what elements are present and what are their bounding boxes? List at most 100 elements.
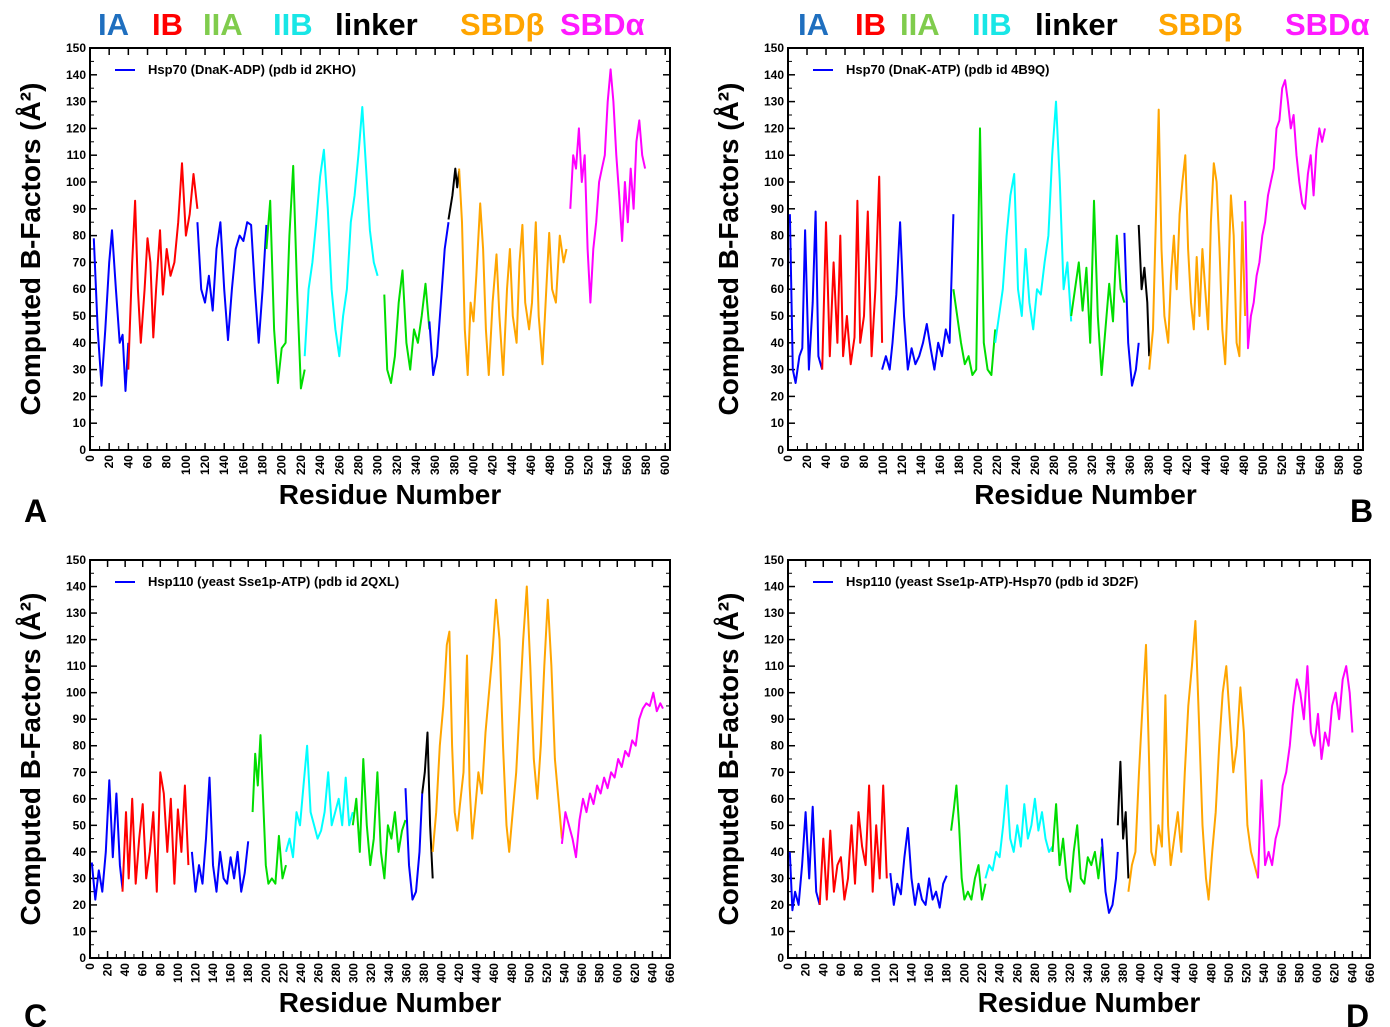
x-tick-label: 560 — [1275, 963, 1289, 983]
y-tick-label: 50 — [73, 309, 87, 323]
domain-label-0: IA — [798, 7, 829, 42]
x-tick-label: 100 — [179, 455, 193, 475]
x-tick-label: 120 — [895, 455, 909, 475]
domain-label-1: IB — [855, 7, 886, 42]
x-tick-label: 460 — [1218, 455, 1232, 475]
x-tick-label: 580 — [639, 455, 653, 475]
x-tick-label: 0 — [83, 455, 97, 462]
x-tick-label: 80 — [153, 963, 167, 977]
x-tick-label: 480 — [1204, 963, 1218, 983]
y-tick-label: 120 — [764, 633, 784, 647]
x-tick-label: 120 — [887, 963, 901, 983]
series-blue-0 — [92, 229, 130, 392]
x-tick-label: 160 — [236, 455, 250, 475]
x-tick-label: 220 — [276, 963, 290, 983]
y-tick-label: 140 — [764, 580, 784, 594]
legend-label: Hsp70 (DnaK-ADP) (pdb id 2KHO) — [148, 62, 356, 77]
domain-label-header-left: IA IB IIA IIB linker SBDβ SBDα — [98, 7, 645, 42]
x-tick-label: 620 — [628, 963, 642, 983]
series-green-5 — [351, 758, 407, 880]
y-tick-label: 10 — [73, 924, 87, 938]
series-orange-8 — [458, 168, 568, 376]
domain-label-6: SBDα — [1285, 7, 1370, 42]
y-tick-label: 150 — [66, 553, 86, 567]
series-magenta-9 — [1244, 79, 1326, 350]
x-tick-label: 200 — [259, 963, 273, 983]
y-tick-label: 40 — [73, 845, 87, 859]
x-tick-label: 20 — [101, 963, 115, 977]
x-tick-label: 220 — [294, 455, 308, 475]
x-tick-label: 380 — [417, 963, 431, 983]
y-tick-label: 100 — [66, 175, 86, 189]
x-tick-label: 500 — [562, 455, 576, 475]
series-black-7 — [447, 167, 461, 220]
x-tick-label: 140 — [914, 455, 928, 475]
x-tick-label: 340 — [382, 963, 396, 983]
series-black-7 — [421, 731, 434, 879]
y-tick-label: 90 — [73, 712, 87, 726]
x-tick-label: 100 — [876, 455, 890, 475]
series-blue-0 — [788, 210, 824, 384]
series-green-3 — [265, 164, 306, 390]
x-tick-label: 80 — [160, 455, 174, 469]
y-tick-label: 10 — [771, 416, 785, 430]
y-tick-label: 20 — [73, 898, 87, 912]
domain-label-6: SBDα — [560, 7, 645, 42]
x-tick-label: 340 — [409, 455, 423, 475]
y-tick-label: 20 — [771, 898, 785, 912]
x-tick-label: 240 — [313, 455, 327, 475]
y-tick-label: 80 — [771, 739, 785, 753]
x-tick-label: 120 — [188, 963, 202, 983]
y-tick-label: 80 — [73, 739, 87, 753]
x-tick-label: 20 — [799, 963, 813, 977]
x-tick-label: 420 — [452, 963, 466, 983]
panel-letter: D — [1346, 998, 1369, 1027]
y-tick-label: 30 — [73, 871, 87, 885]
x-tick-label: 640 — [645, 963, 659, 983]
x-tick-label: 380 — [1116, 963, 1130, 983]
x-tick-label: 360 — [399, 963, 413, 983]
panel-letter: C — [24, 998, 47, 1027]
x-tick-label: 440 — [505, 455, 519, 475]
x-axis-label: Residue Number — [279, 987, 502, 1018]
x-tick-label: 360 — [1098, 963, 1112, 983]
x-tick-label: 380 — [1142, 455, 1156, 475]
series-blue-6 — [1123, 232, 1140, 387]
series-magenta-9 — [560, 691, 664, 859]
plot-frame — [89, 47, 671, 451]
series-blue-6 — [1100, 838, 1119, 914]
series-black-7 — [1137, 224, 1151, 357]
y-tick-label: 70 — [771, 765, 785, 779]
x-tick-label: 240 — [1009, 455, 1023, 475]
series-green-3 — [251, 734, 287, 885]
y-tick-label: 50 — [771, 309, 785, 323]
series-cyan-4 — [994, 100, 1073, 343]
y-tick-label: 30 — [771, 363, 785, 377]
x-tick-label: 120 — [198, 455, 212, 475]
y-tick-label: 90 — [771, 202, 785, 216]
panel-letter: B — [1350, 493, 1373, 529]
x-tick-label: 580 — [1332, 455, 1346, 475]
x-tick-label: 280 — [1047, 455, 1061, 475]
series-cyan-4 — [285, 744, 354, 859]
y-axis-label: Computed B-Factors (Å²) — [15, 593, 46, 926]
x-tick-label: 160 — [922, 963, 936, 983]
y-tick-label: 130 — [66, 95, 86, 109]
x-tick-label: 180 — [952, 455, 966, 475]
series-blue-6 — [428, 222, 450, 376]
x-tick-label: 40 — [819, 455, 833, 469]
x-tick-label: 500 — [1256, 455, 1270, 475]
chart-panel-c: 0 10 20 30 40 50 60 70 80 90 100 110 120 130 140 150 0 20… — [15, 553, 677, 1027]
series-blue-0 — [90, 779, 124, 901]
domain-label-5: SBDβ — [460, 7, 544, 42]
y-tick-label: 110 — [67, 148, 87, 162]
legend-label: Hsp110 (yeast Sse1p-ATP) (pdb id 2QXL) — [148, 574, 399, 589]
y-tick-label: 40 — [73, 336, 87, 350]
series-green-5 — [1070, 199, 1126, 376]
x-tick-label: 600 — [658, 455, 672, 475]
x-tick-label: 560 — [1313, 455, 1327, 475]
y-tick-label: 40 — [771, 845, 785, 859]
legend-label: Hsp70 (DnaK-ATP) (pdb id 4B9Q) — [846, 62, 1049, 77]
y-tick-label: 20 — [771, 389, 785, 403]
y-axis-label: Computed B-Factors (Å²) — [713, 83, 744, 416]
